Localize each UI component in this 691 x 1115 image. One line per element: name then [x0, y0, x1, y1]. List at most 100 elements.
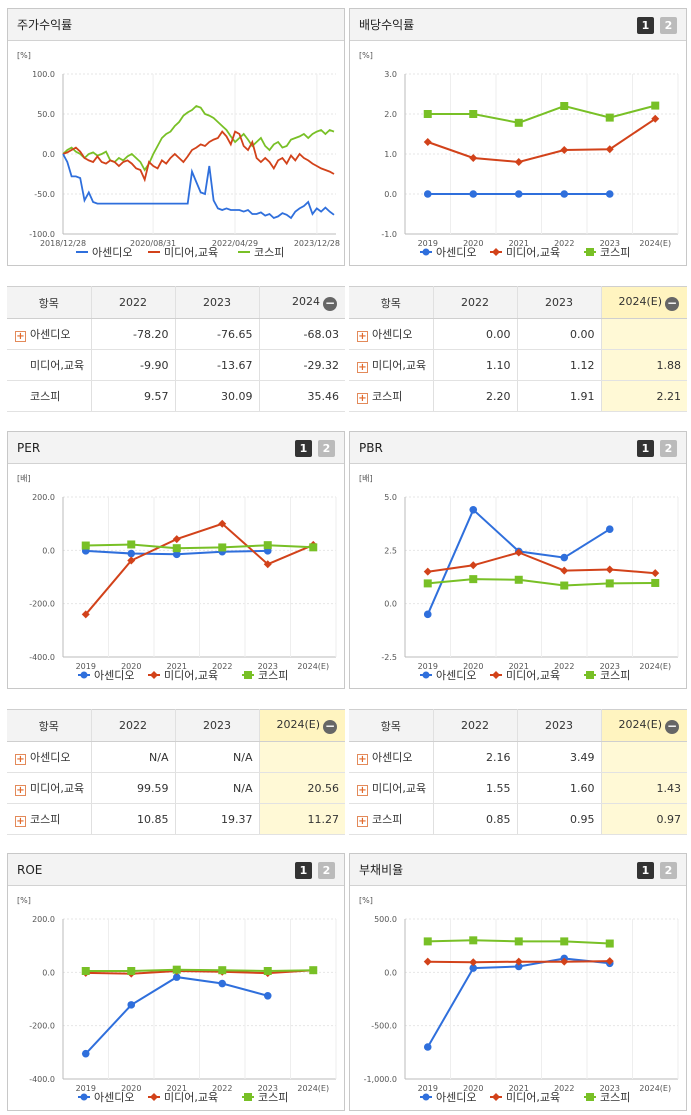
legend-label: 미디어,교육: [506, 1091, 560, 1104]
row-name: 미디어,교육: [372, 359, 427, 372]
period-toggle: 1 2: [295, 862, 335, 879]
column-header: 2022: [433, 709, 518, 742]
period-button-2[interactable]: 2: [318, 440, 335, 457]
y-tick-label: 50.0: [37, 110, 55, 119]
column-header-label: 2024(E): [618, 717, 662, 731]
period-button-2[interactable]: 2: [660, 17, 677, 34]
table-cell: 20.56: [259, 772, 345, 804]
table-cell: 99.59: [91, 772, 176, 804]
table-cell: 1.88: [601, 349, 687, 381]
pbr-table: 항목 2022 2023 2024(E) − + 아센디오 2.16 3.49 + 미디어,교육 1.…: [349, 709, 687, 835]
x-tick-label: 2018/12/28: [40, 239, 86, 248]
data-point: [514, 575, 523, 584]
collapse-icon[interactable]: −: [323, 718, 337, 734]
x-tick-label: 2023: [258, 1084, 278, 1093]
y-unit-label: [%]: [17, 51, 31, 60]
data-point: [469, 936, 478, 945]
legend-marker: [244, 1093, 252, 1101]
data-point: [469, 958, 478, 967]
table-cell: 9.57: [91, 380, 176, 412]
collapse-icon[interactable]: −: [665, 295, 679, 311]
x-tick-label: 2022/04/29: [212, 239, 258, 248]
legend-marker: [586, 1093, 594, 1101]
data-point: [605, 190, 614, 198]
expand-icon[interactable]: +: [357, 816, 368, 827]
legend-marker: [586, 248, 594, 256]
data-point: [514, 158, 523, 166]
x-tick-label: 2023: [600, 239, 620, 248]
table-cell: 19.37: [175, 803, 260, 835]
period-toggle: 1 2: [637, 17, 677, 34]
period-toggle: 1 2: [637, 440, 677, 457]
expand-icon[interactable]: +: [15, 785, 26, 796]
row-name: 코스피: [30, 390, 61, 403]
column-header-label: 2023: [545, 296, 573, 309]
table-cell: -78.20: [91, 318, 176, 350]
column-header-label: 항목: [38, 719, 59, 733]
period-button-2[interactable]: 2: [660, 440, 677, 457]
legend-label: 코스피: [600, 669, 630, 682]
expand-icon[interactable]: +: [357, 362, 368, 373]
x-tick-label: 2022: [554, 662, 574, 671]
period-button-2[interactable]: 2: [318, 862, 335, 879]
legend-marker: [492, 671, 500, 679]
x-tick-label: 2020: [463, 239, 483, 248]
table-cell: -68.03: [259, 318, 345, 350]
table-header-row: 항목 2022 2023 2024(E) −: [349, 709, 687, 742]
y-unit-label: [%]: [17, 896, 31, 905]
per-table: 항목 2022 2023 2024(E) − + 아센디오 N/A N/A + 미디어,교육 99.5…: [7, 709, 345, 835]
data-point: [560, 581, 569, 590]
expand-icon[interactable]: +: [15, 331, 26, 342]
data-point: [127, 556, 136, 565]
expand-icon[interactable]: +: [15, 816, 26, 827]
x-tick-label: 2019: [76, 662, 96, 671]
table-row: + 코스피 10.85 19.37 11.27: [7, 803, 345, 835]
table-cell: 1.10: [433, 349, 518, 381]
row-name-cell: + 아센디오: [349, 318, 434, 350]
row-name: 미디어,교육: [372, 782, 427, 795]
collapse-icon[interactable]: −: [323, 295, 337, 311]
legend-label: 아센디오: [92, 246, 132, 259]
data-point: [514, 962, 523, 971]
period-button-1[interactable]: 1: [295, 862, 312, 879]
expand-icon[interactable]: +: [357, 393, 368, 404]
series-line-s2: [427, 551, 656, 575]
period-button-1[interactable]: 1: [637, 440, 654, 457]
collapse-icon[interactable]: −: [665, 718, 679, 734]
expand-icon[interactable]: +: [357, 754, 368, 765]
expand-icon[interactable]: +: [357, 331, 368, 342]
column-header: 2022: [91, 286, 176, 319]
table-cell: 0.97: [601, 803, 687, 835]
data-point: [605, 957, 614, 966]
x-tick-label: 2021: [509, 1084, 529, 1093]
table-cell: 2.16: [433, 741, 518, 773]
table-cell: 11.27: [259, 803, 345, 835]
y-tick-label: -200.0: [29, 600, 55, 609]
period-button-2[interactable]: 2: [660, 862, 677, 879]
table-cell: 2.20: [433, 380, 518, 412]
expand-icon[interactable]: +: [15, 754, 26, 765]
panel-title: 부채비율: [350, 854, 686, 886]
period-button-1[interactable]: 1: [637, 17, 654, 34]
period-button-1[interactable]: 1: [295, 440, 312, 457]
row-name-cell: 코스피: [7, 380, 92, 412]
row-name-cell: + 코스피: [7, 803, 92, 835]
series-line-s1: [85, 976, 269, 1055]
series-line-s2: [85, 969, 314, 975]
legend-label: 아센디오: [94, 669, 134, 682]
y-tick-label: 0.0: [384, 968, 397, 977]
series-line-s2: [85, 522, 314, 615]
y-tick-label: -50.0: [34, 190, 55, 199]
y-tick-label: 200.0: [32, 493, 55, 502]
legend-marker: [150, 671, 158, 679]
data-point: [651, 101, 660, 110]
data-point: [560, 553, 569, 562]
data-point: [172, 535, 181, 544]
expand-icon[interactable]: +: [357, 785, 368, 796]
data-point: [172, 965, 181, 974]
period-button-1[interactable]: 1: [637, 862, 654, 879]
y-tick-label: 3.0: [384, 70, 397, 79]
series-line-s3: [62, 104, 335, 172]
series-line-s3: [427, 104, 656, 124]
legend-label: 코스피: [258, 1091, 288, 1104]
